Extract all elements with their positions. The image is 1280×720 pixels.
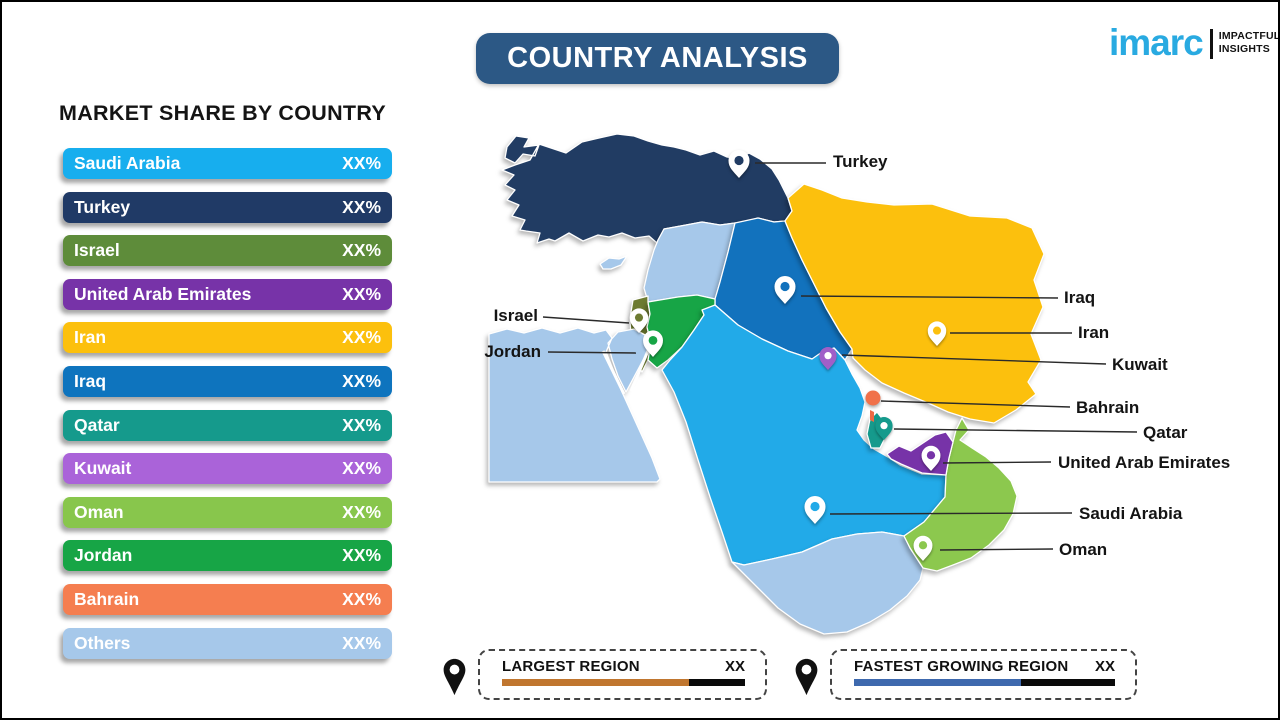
map-label-iraq: Iraq xyxy=(1064,288,1096,307)
map-pin-saudi-arabia xyxy=(804,496,826,524)
legend-fastest-growing-region: FASTEST GROWING REGION XX xyxy=(830,649,1137,700)
map-label-turkey: Turkey xyxy=(833,152,888,171)
brand-tagline-line2: INSIGHTS xyxy=(1218,42,1270,55)
map-pin-oman xyxy=(913,535,933,561)
market-share-bar-jordan: Jordan XX% xyxy=(63,540,392,572)
leader-line-saudi-arabia xyxy=(829,512,1073,515)
share-value: XX% xyxy=(342,414,381,435)
map-label-uae: United Arab Emirates xyxy=(1058,453,1231,472)
brand-name: imarc xyxy=(1109,22,1204,63)
leader-line-bahrain xyxy=(880,400,1071,408)
legend-largest-label: LARGEST REGION xyxy=(502,658,640,675)
location-pin-icon xyxy=(443,658,466,696)
suez-slit xyxy=(601,350,626,395)
middle-east-map xyxy=(488,133,1138,635)
share-value: XX% xyxy=(342,283,381,304)
share-value: XX% xyxy=(342,501,381,522)
market-share-bar-israel: Israel XX% xyxy=(63,235,392,267)
country-label: Qatar xyxy=(74,414,120,435)
map-label-iran: Iran xyxy=(1078,323,1110,342)
map-pin-bahrain xyxy=(865,390,881,406)
map-pin-israel xyxy=(629,308,649,333)
brand-logo: imarc IMPACTFUL INSIGHTS xyxy=(1109,22,1280,63)
legend-largest-bar xyxy=(502,679,745,686)
leader-line-jordan xyxy=(547,351,637,354)
country-shape-yemen xyxy=(731,531,924,635)
share-value: XX% xyxy=(342,545,381,566)
market-share-bar-oman: Oman XX% xyxy=(63,496,392,528)
share-value: XX% xyxy=(342,153,381,173)
share-value: XX% xyxy=(342,240,381,261)
leader-line-uae xyxy=(942,461,1052,464)
brand-tagline: IMPACTFUL INSIGHTS xyxy=(1218,30,1280,55)
market-share-bar-iran: Iran XX% xyxy=(63,322,392,354)
legend-fastest-bar xyxy=(854,679,1115,686)
legend-fastest-bar-rest xyxy=(1021,679,1115,686)
legend-largest-value: XX xyxy=(724,658,745,675)
market-share-bar-kuwait: Kuwait XX% xyxy=(63,453,392,485)
country-label: Iran xyxy=(74,327,107,348)
map-label-bahrain: Bahrain xyxy=(1076,398,1140,417)
map-label-saudi-arabia: Saudi Arabia xyxy=(1079,504,1183,523)
market-share-bar-bahrain: Bahrain XX% xyxy=(63,583,392,615)
share-value: XX% xyxy=(342,196,381,217)
legend-fastest-bar-fill xyxy=(854,679,1022,686)
map-label-kuwait: Kuwait xyxy=(1112,355,1168,374)
map-label-jordan: Jordan xyxy=(484,342,541,361)
country-label: Israel xyxy=(74,240,120,261)
country-shape-iran xyxy=(784,183,1045,424)
legend-largest-bar-rest xyxy=(689,679,745,686)
leader-line-oman xyxy=(939,548,1054,551)
country-shape-bahrain xyxy=(870,410,874,422)
title-banner: COUNTRY ANALYSIS xyxy=(476,33,839,84)
map-pin-iraq xyxy=(774,276,796,304)
country-label: Iraq xyxy=(74,370,107,391)
leader-line-kuwait xyxy=(841,354,1107,365)
map-label-qatar: Qatar xyxy=(1143,423,1188,442)
map-pin-turkey xyxy=(728,150,750,178)
map-pin-uae xyxy=(921,445,941,471)
map-pin-iran xyxy=(927,321,947,346)
brand-divider xyxy=(1209,28,1213,59)
country-label: Saudi Arabia xyxy=(74,153,181,173)
aqaba-slit xyxy=(629,345,652,392)
market-share-bar-others: Others XX% xyxy=(63,627,392,659)
market-share-bar-saudi-arabia: Saudi Arabia XX% xyxy=(63,148,392,179)
share-value: XX% xyxy=(342,632,381,653)
leader-line-israel xyxy=(542,316,630,324)
market-share-list: Saudi Arabia XX% Turkey XX% Israel XX% U… xyxy=(63,148,392,671)
leader-line-iraq xyxy=(800,295,1059,299)
market-share-heading: MARKET SHARE BY COUNTRY xyxy=(59,101,387,125)
share-value: XX% xyxy=(342,458,381,479)
location-pin-icon xyxy=(795,658,818,696)
map-pin-kuwait xyxy=(819,347,837,370)
country-label: Oman xyxy=(74,501,124,522)
page-title: COUNTRY ANALYSIS xyxy=(507,42,808,74)
country-label: United Arab Emirates xyxy=(74,283,252,304)
brand-tagline-line1: IMPACTFUL xyxy=(1218,30,1280,43)
country-label: Jordan xyxy=(74,545,133,566)
map-pin-qatar xyxy=(875,417,893,440)
legend-fastest-value: XX xyxy=(1094,658,1115,675)
market-share-bar-iraq: Iraq XX% xyxy=(63,365,392,397)
legend-largest-region: LARGEST REGION XX xyxy=(478,649,767,700)
market-share-bar-qatar: Qatar XX% xyxy=(63,409,392,441)
legend-largest-bar-fill xyxy=(502,679,690,686)
country-label: Others xyxy=(74,632,131,653)
share-value: XX% xyxy=(342,370,381,391)
market-share-bar-uae: United Arab Emirates XX% xyxy=(63,278,392,310)
map-label-israel: Israel xyxy=(493,306,538,325)
country-label: Bahrain xyxy=(74,588,140,609)
map-label-oman: Oman xyxy=(1059,540,1108,559)
country-label: Kuwait xyxy=(74,458,132,479)
legend-fastest-label: FASTEST GROWING REGION xyxy=(854,658,1069,675)
country-label: Turkey xyxy=(74,196,131,217)
share-value: XX% xyxy=(342,588,381,609)
market-share-bar-turkey: Turkey XX% xyxy=(63,191,392,223)
map-pin-jordan xyxy=(643,330,663,357)
share-value: XX% xyxy=(342,327,381,348)
country-shape-cyprus xyxy=(599,255,628,270)
leader-line-qatar xyxy=(893,428,1138,433)
